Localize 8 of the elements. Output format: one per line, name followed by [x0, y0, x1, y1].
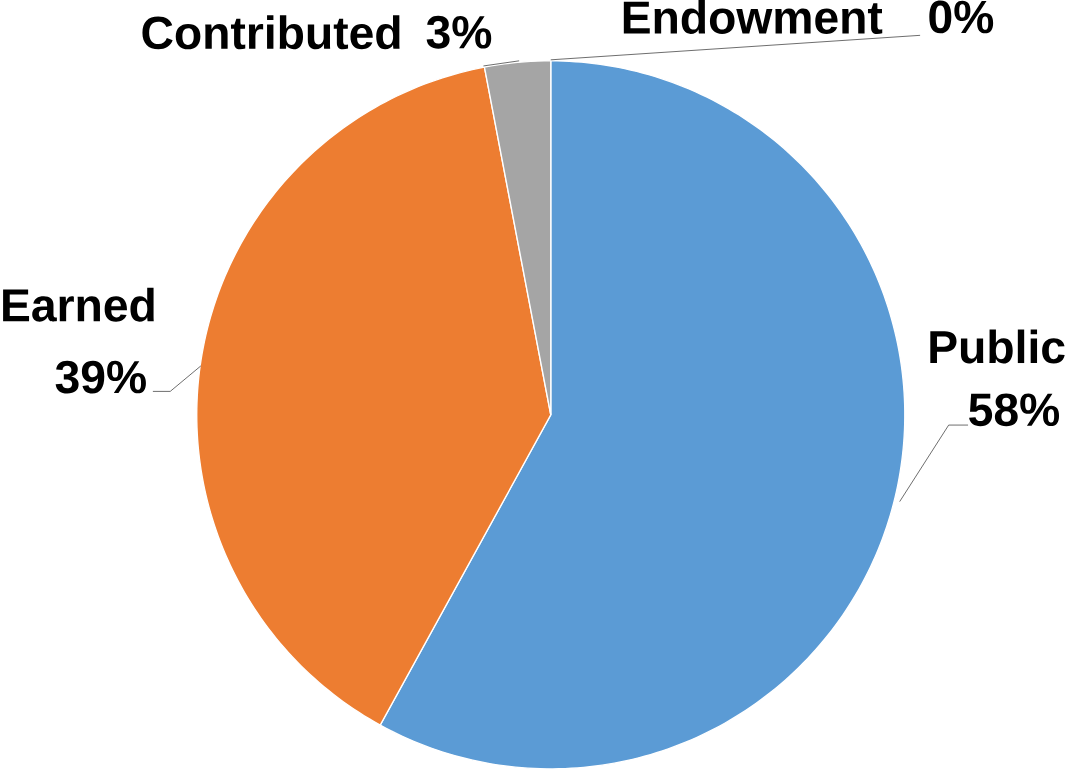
data-label: 39%	[55, 360, 146, 394]
data-label: 3%	[426, 15, 492, 49]
data-label: 58%	[969, 393, 1060, 427]
text: 0%	[929, 0, 994, 34]
slice-label: Public	[930, 329, 1065, 364]
slice-label: Contributed	[142, 15, 400, 50]
category-label: Endowment	[623, 0, 883, 34]
slice-label: Earned	[3, 287, 154, 322]
